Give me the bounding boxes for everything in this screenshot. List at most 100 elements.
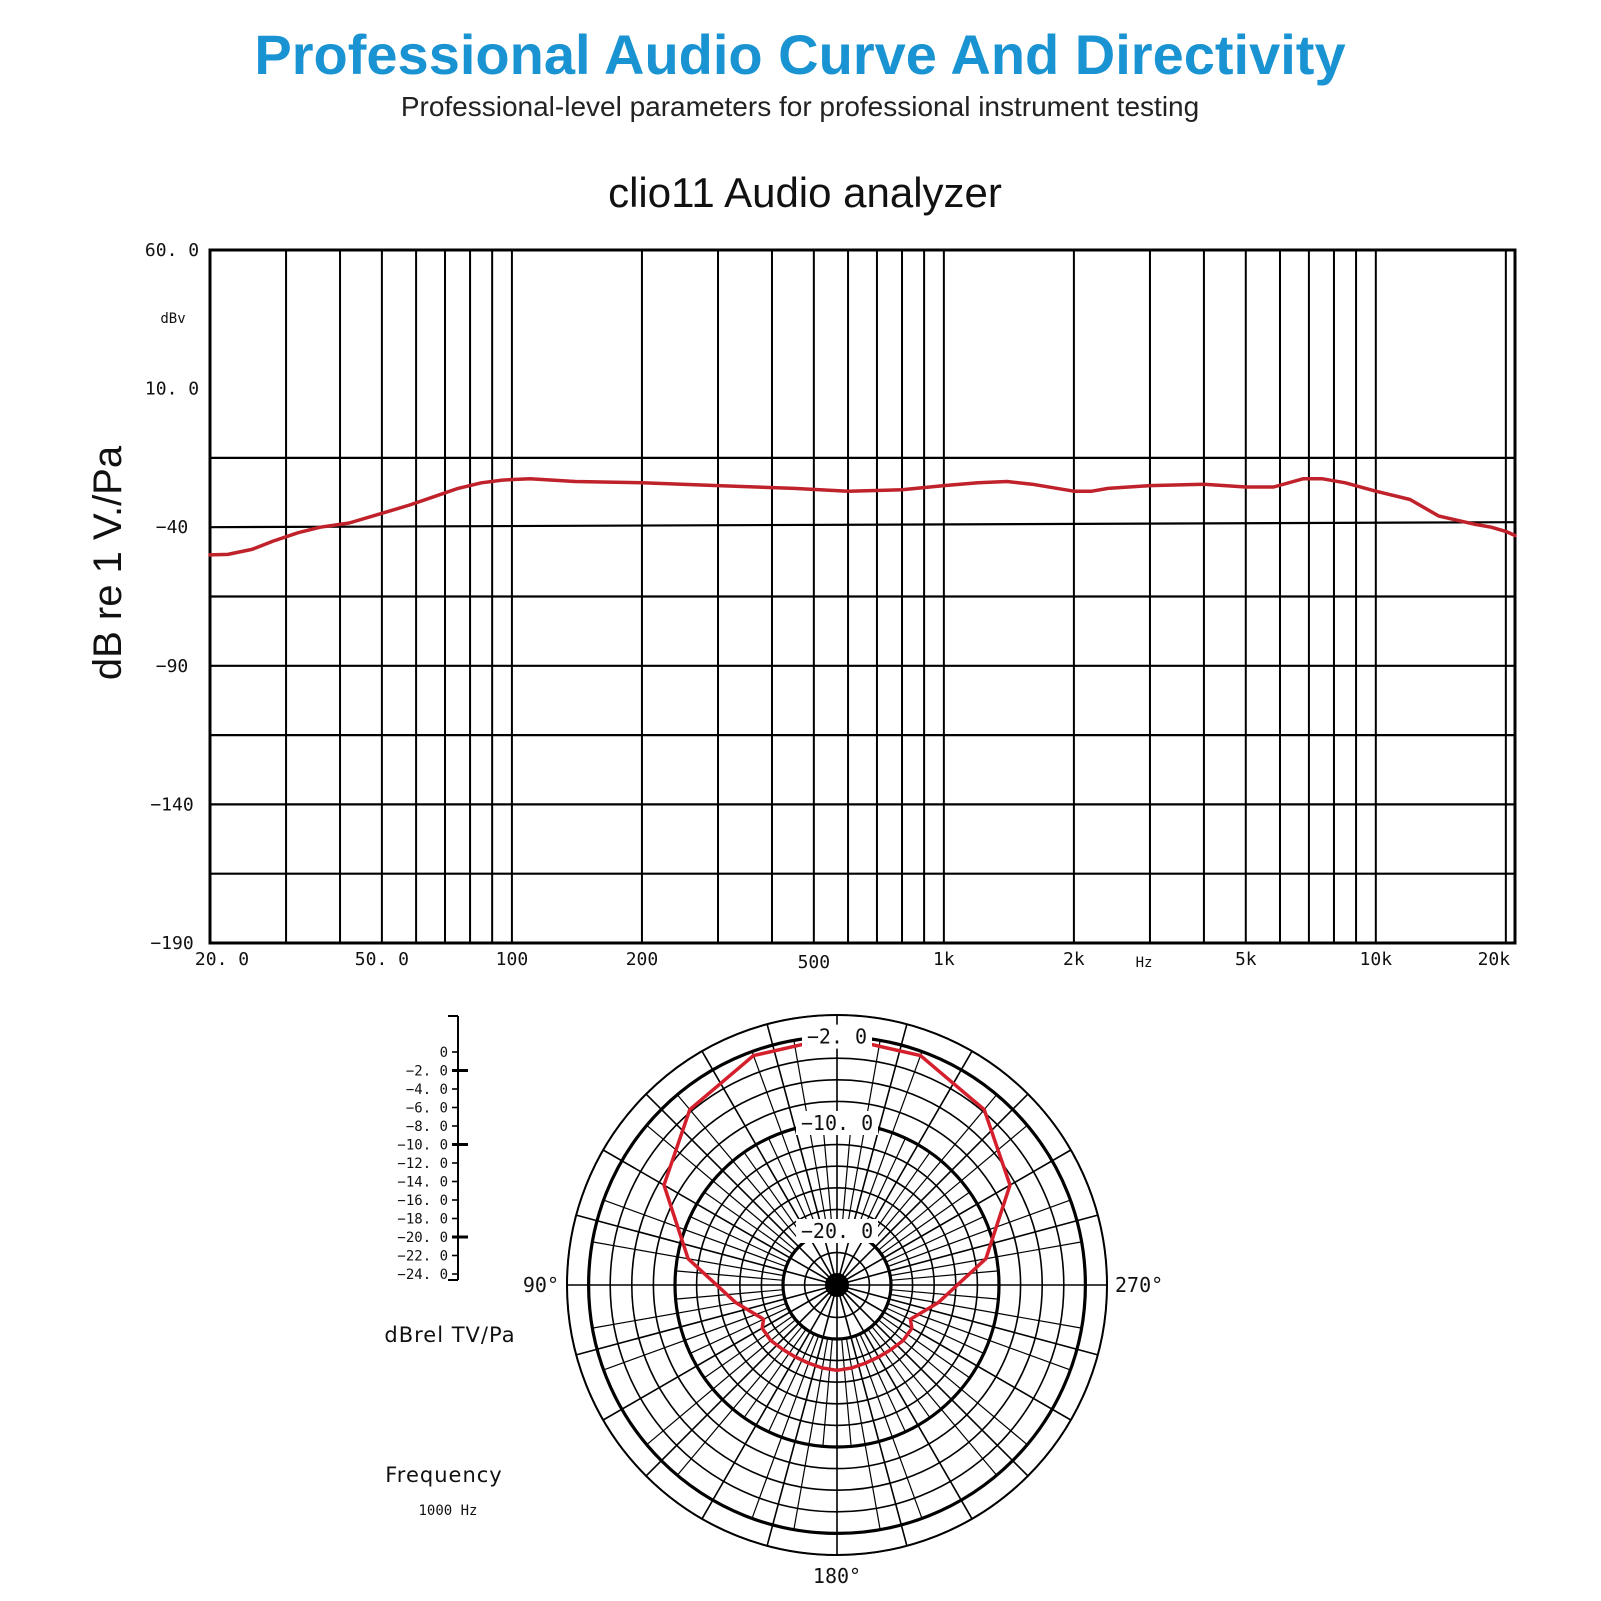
polar-spoke: [836, 1149, 1072, 1286]
polar-scale-tick-label: −10. 0: [397, 1138, 448, 1154]
polar-spoke-minor: [841, 1338, 852, 1447]
frequency-chart-x-tick-label: 2k: [1063, 949, 1085, 970]
polar-spoke: [836, 1284, 908, 1547]
polar-pattern-curve: [662, 1034, 1012, 1373]
polar-center-hub: [825, 1273, 849, 1297]
polar-spoke-minor: [885, 1307, 985, 1355]
frequency-chart-x-tick-label: 200: [626, 949, 659, 970]
polar-spoke: [836, 1093, 1029, 1286]
polar-spoke-minor: [751, 1051, 820, 1235]
polar-spoke-minor: [890, 1293, 1082, 1329]
polar-spoke-minor: [793, 1338, 829, 1530]
polar-ring-label: −10. 0: [801, 1111, 873, 1135]
polar-spoke-minor: [592, 1293, 784, 1329]
polar-frequency-label: Frequency: [385, 1463, 503, 1487]
polar-spoke: [575, 1214, 838, 1286]
polar-spoke-minor: [751, 1335, 820, 1519]
frequency-chart-y-unit: dBv: [160, 311, 185, 327]
polar-spoke: [836, 1284, 1029, 1477]
polar-spoke-minor: [703, 1315, 794, 1379]
polar-scale-tick-label: −8. 0: [406, 1119, 448, 1135]
polar-angle-label: 180°: [813, 1564, 861, 1588]
polar-spoke-minor: [743, 1328, 807, 1419]
polar-scale-tick-label: −6. 0: [406, 1101, 448, 1117]
polar-scale-tick-label: −18. 0: [397, 1212, 448, 1228]
frequency-chart-series: [208, 476, 1517, 557]
polar-spoke: [645, 1093, 838, 1286]
polar-spoke-minor: [859, 1333, 907, 1433]
polar-spoke-minor: [887, 1199, 1071, 1268]
polar-spoke: [701, 1050, 838, 1286]
polar-spoke: [836, 1284, 1072, 1421]
polar-spoke-minor: [854, 1335, 923, 1519]
frequency-chart-y-tick-label: −90: [156, 656, 189, 677]
polar-series: [662, 1034, 1012, 1373]
polar-spoke: [836, 1284, 1099, 1356]
polar-spoke-minor: [675, 1270, 784, 1281]
polar-spoke-minor: [689, 1215, 789, 1263]
polar-spoke-minor: [822, 1338, 833, 1447]
frequency-chart-gridline-horizontal: [209, 521, 1516, 529]
polar-spoke: [575, 1284, 838, 1356]
polar-spoke-minor: [676, 1094, 803, 1245]
frequency-chart-x-unit: Hz: [1136, 955, 1153, 971]
polar-spoke-minor: [603, 1199, 787, 1268]
polar-spoke: [602, 1149, 838, 1286]
polar-spoke-minor: [646, 1124, 797, 1251]
polar-spoke-minor: [743, 1151, 807, 1242]
polar-spoke-minor: [822, 1123, 833, 1232]
polar-ring-label-bg: [802, 1024, 872, 1049]
frequency-chart-x-tick-label: 20k: [1478, 949, 1511, 970]
frequency-chart-grid: [208, 248, 1517, 945]
polar-scale-tick-label: −12. 0: [397, 1156, 448, 1172]
polar-spoke-minor: [880, 1191, 971, 1255]
frequency-chart-x-tick-label: 10k: [1360, 949, 1393, 970]
frequency-chart-x-tick-label: 20. 0: [195, 949, 249, 970]
polar-scale-tick-label: −20. 0: [397, 1230, 448, 1246]
frequency-chart-y-ticks: 60. 0 10. 0 −40 −90 −140 −190: [145, 240, 199, 954]
polar-spoke-minor: [845, 1040, 881, 1232]
polar-spoke: [836, 1284, 973, 1520]
polar-scale-tick-label: −14. 0: [397, 1175, 448, 1191]
frequency-chart-x-tick-label: 50. 0: [355, 949, 409, 970]
polar-scale-tick-label: −24. 0: [397, 1267, 448, 1283]
polar-spoke-minor: [867, 1328, 931, 1419]
frequency-chart-y-tick-label: −140: [150, 794, 193, 815]
frequency-chart-x-tick-label: 1k: [933, 949, 955, 970]
polar-scale-tick-label: −22. 0: [397, 1249, 448, 1265]
frequency-chart-x-tick-label: 500: [798, 952, 831, 973]
polar-spoke: [766, 1284, 838, 1547]
frequency-chart-x-tick-label: 100: [496, 949, 529, 970]
polar-spoke-minor: [871, 1094, 998, 1245]
polar-frequency-value: 1000 Hz: [418, 1503, 477, 1519]
polar-ring-label: −2. 0: [807, 1025, 867, 1049]
polar-spoke-minor: [703, 1191, 794, 1255]
page-subtitle: Professional-level parameters for profes…: [401, 91, 1199, 122]
polar-scale-tick-label: 0: [440, 1045, 448, 1061]
polar-spoke-minor: [845, 1338, 881, 1530]
frequency-chart-y-tick-label: 60. 0: [145, 240, 199, 261]
polar-spoke-minor: [767, 1333, 815, 1433]
polar-angle-label: 90°: [523, 1273, 559, 1297]
frequency-chart-title: clio11 Audio analyzer: [608, 169, 1002, 216]
frequency-chart-x-tick-label: 5k: [1235, 949, 1257, 970]
polar-scale-tick-label: −16. 0: [397, 1193, 448, 1209]
frequency-chart-y-tick-label: −190: [150, 933, 193, 954]
polar-scale-tick-label: −4. 0: [406, 1082, 448, 1098]
polar-spoke-minor: [871, 1325, 998, 1476]
polar-spoke-minor: [793, 1040, 829, 1232]
polar-spoke-minor: [885, 1215, 985, 1263]
frequency-chart-y-axis-label: dB re 1 V./Pa: [86, 445, 130, 680]
polar-spoke-minor: [854, 1051, 923, 1235]
frequency-chart-y-tick-label: 10. 0: [145, 379, 199, 400]
polar-scale-tick-label: −2. 0: [406, 1064, 448, 1080]
polar-directivity-chart: 0 −2. 0 −4. 0 −6. 0 −8. 0 −10. 0 −12. 0 −14. 0 −…: [384, 1014, 1163, 1588]
polar-spoke: [701, 1284, 838, 1520]
polar-spoke-minor: [867, 1151, 931, 1242]
polar-spoke-minor: [841, 1123, 852, 1232]
frequency-response-curve: [208, 476, 1517, 557]
polar-spoke: [836, 1214, 1099, 1286]
polar-spoke-minor: [877, 1124, 1028, 1251]
polar-ring-label-bg: [796, 1219, 878, 1243]
